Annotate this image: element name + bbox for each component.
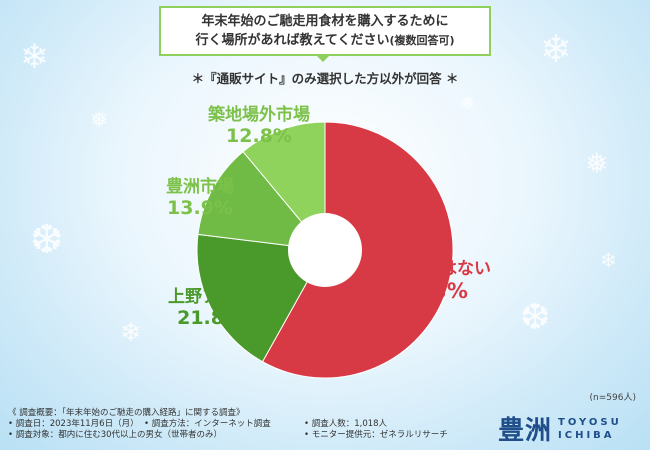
snowflake-icon: ❄ xyxy=(20,37,49,77)
label-none-value: 67.3% xyxy=(395,279,468,303)
logo-text: TOYOSU ICHIBA xyxy=(558,416,622,442)
label-toyosu-name: 豊洲市場 xyxy=(166,177,234,197)
footer-row: • 調査対象：都内に住む30代以上の男女（世帯者のみ） • モニター提供元：ゼネ… xyxy=(8,430,504,441)
title-line-2: 行く場所があれば教えてください(複数回答可) xyxy=(161,31,489,50)
label-ueno-value: 21.8% xyxy=(177,307,244,329)
sample-size: (n=596人) xyxy=(589,393,636,403)
label-tsukiji-value: 12.8% xyxy=(226,125,292,147)
survey-method: • 調査方法：インターネット調査 xyxy=(144,419,271,429)
label-none-name: この中にはない xyxy=(372,259,491,279)
snowflake-icon: ❅ xyxy=(90,108,109,133)
title-line-2-suffix: (複数回答可) xyxy=(389,34,455,47)
logo-line-1: TOYOSU xyxy=(558,416,622,428)
snowflake-icon: ❅ xyxy=(585,147,609,180)
label-toyosu: 豊洲市場 13.9% xyxy=(166,172,234,219)
slice-toyosu xyxy=(197,150,327,251)
slice-tsukiji xyxy=(242,121,326,252)
title-pointer xyxy=(315,54,331,62)
label-toyosu-value: 13.9% xyxy=(167,197,233,219)
survey-date: • 調査日：2023年11月6日（月） xyxy=(8,419,139,429)
toyosu-logo: 豊洲 TOYOSU ICHIBA xyxy=(498,410,622,447)
label-tsukiji: 築地場外市場 12.8% xyxy=(208,100,310,147)
snowflake-icon: ❄ xyxy=(600,248,617,272)
label-none: この中にはない 67.3% xyxy=(372,254,491,303)
title-line-1: 年末年始のご馳走用食材を購入するために xyxy=(201,14,449,29)
label-tsukiji-name: 築地場外市場 xyxy=(208,105,310,125)
survey-target: • 調査対象：都内に住む30代以上の男女（世帯者のみ） xyxy=(8,430,223,440)
snowflake-icon: ❅ xyxy=(460,93,476,114)
snowflake-icon: ❆ xyxy=(520,297,551,338)
survey-title: 《 調査概要：「年末年始のご馳走の購入経路」に関する調査》 xyxy=(8,408,245,418)
footer-row: • 調査日：2023年11月6日（月） • 調査方法：インターネット調査 • 調… xyxy=(8,419,504,430)
survey-count: • 調査人数：1,018人 xyxy=(304,419,388,429)
title-line-2-text: 行く場所があれば教えてください xyxy=(195,33,390,48)
survey-provider: • モニター提供元：ゼネラルリサーチ xyxy=(304,430,448,440)
logo-kanji: 豊洲 xyxy=(498,416,553,446)
survey-footer: 《 調査概要：「年末年始のご馳走の購入経路」に関する調査》 • 調査日：2023… xyxy=(8,408,504,441)
logo-line-2: ICHIBA xyxy=(558,429,615,441)
snowflake-icon: ❆ xyxy=(30,217,64,263)
respondent-note: ＊『通販サイト』のみ選択した方以外が回答 ＊ xyxy=(191,71,459,86)
snowflake-icon: ❄ xyxy=(120,318,142,348)
snowflake-icon: ❄ xyxy=(540,27,572,71)
label-ueno-name: 上野アメ横 xyxy=(168,287,253,307)
donut-hole xyxy=(288,213,362,287)
label-ueno: 上野アメ横 21.8% xyxy=(168,282,252,329)
chart-title: 年末年始のご馳走用食材を購入するために 行く場所があれば教えてください(複数回答… xyxy=(159,6,491,56)
